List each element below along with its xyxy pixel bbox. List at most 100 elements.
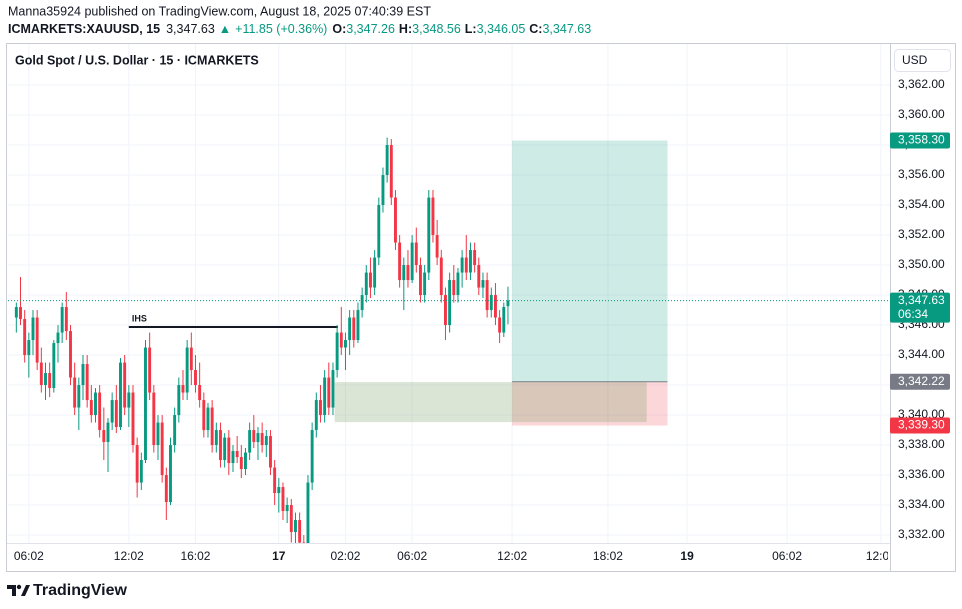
y-tick-label: 3,352.00 — [898, 227, 945, 241]
candle-body — [506, 300, 510, 307]
y-tick-label: 3,334.00 — [898, 497, 945, 511]
candle-body — [306, 482, 310, 543]
candle-body — [85, 364, 89, 401]
candle-body — [89, 400, 93, 416]
x-tick-label: 06:02 — [14, 549, 44, 563]
candle-body — [64, 307, 68, 332]
candle-body — [44, 373, 47, 386]
candle-body — [481, 280, 485, 288]
candle-body — [164, 475, 168, 503]
candle-body — [460, 257, 464, 273]
demand-zone — [334, 382, 647, 423]
candle-body — [148, 347, 152, 393]
price-tag — [890, 132, 950, 149]
price-tag-label: 3,358.30 — [898, 133, 945, 147]
candle-body — [14, 307, 18, 318]
candle-body — [60, 307, 64, 333]
candle-body — [27, 340, 31, 356]
currency-box[interactable] — [894, 49, 951, 72]
candle-body — [114, 400, 118, 428]
author-line: Manna35924 published on TradingView.com,… — [8, 4, 431, 18]
candle-body — [48, 373, 52, 389]
candle-body — [260, 433, 264, 446]
candle-body — [285, 505, 289, 512]
candle-body — [435, 235, 439, 258]
quote-value: 3,347.63 — [542, 22, 591, 36]
x-tick-label: 17 — [272, 549, 286, 563]
candle-body — [152, 392, 156, 446]
quote-key: C: — [529, 22, 542, 36]
x-tick-label: 06:02 — [772, 549, 802, 563]
candle-body — [302, 542, 306, 543]
candle-body — [123, 362, 127, 408]
candle-body — [335, 332, 339, 371]
candle-body — [181, 385, 185, 393]
price-tag — [890, 292, 950, 323]
candle-body — [98, 392, 102, 431]
candle-body — [394, 197, 397, 243]
candle-body — [477, 265, 481, 288]
candle-body — [339, 332, 343, 348]
candle-body — [77, 385, 81, 408]
candle-body — [410, 242, 414, 281]
candle-body — [414, 242, 418, 266]
quote-text: ICMARKETS:XAUUSD, 15 3,347.63 ▲ +11.85 (+0.… — [8, 22, 591, 36]
candle-body — [381, 175, 385, 206]
candle-body — [244, 452, 247, 470]
candle-body — [73, 377, 77, 408]
candle-body — [106, 422, 110, 443]
x-tick-label: 18:02 — [593, 549, 623, 563]
plot: IHS — [8, 137, 890, 543]
candle-body — [489, 295, 493, 311]
candle-body — [185, 347, 189, 393]
candle-body — [389, 145, 393, 198]
candle-body — [219, 430, 222, 461]
y-tick-label: 3,356.00 — [898, 167, 945, 181]
candle-body — [402, 265, 406, 281]
y-tick-label: 3,360.00 — [898, 107, 945, 121]
x-tick-label: 16:02 — [180, 549, 210, 563]
candle-body — [277, 487, 281, 494]
candle-body — [169, 445, 172, 503]
quote-key: H: — [399, 22, 412, 36]
candle-body — [356, 310, 360, 341]
candle-body — [19, 307, 22, 320]
candle-body — [23, 319, 27, 356]
candle-body — [281, 487, 285, 512]
quote-value: 3,346.05 — [477, 22, 526, 36]
x-tick-label: 12:02 — [497, 549, 527, 563]
candle-body — [177, 385, 181, 416]
candle-body — [331, 370, 335, 408]
candle-body — [485, 280, 489, 311]
candle-body — [323, 377, 327, 416]
change: +11.85 (+0.36%) — [235, 22, 327, 36]
price-tag-label: 3,342.22 — [898, 374, 945, 388]
quote-key: L: — [465, 22, 477, 36]
y-tick-label: 3,362.00 — [898, 77, 945, 91]
target-zone — [512, 140, 668, 382]
price-tag-label: 3,347.63 — [898, 293, 945, 307]
x-tick-label: 12:02 — [866, 549, 896, 563]
price-tag — [890, 417, 950, 434]
candle-body — [81, 364, 85, 386]
candle-body — [156, 422, 160, 446]
candle-body — [56, 332, 60, 344]
x-axis: 06:02 12:02 16:02 17 02:02 06:02 12:02 18:02 19 0… — [14, 549, 896, 563]
candle-body — [419, 265, 422, 296]
x-tick-label: 06:02 — [397, 549, 427, 563]
candle-body — [194, 370, 197, 386]
candle-body — [439, 257, 443, 296]
candle-body — [310, 430, 314, 483]
y-tick-label: 3,332.00 — [898, 527, 945, 541]
candle-body — [364, 272, 368, 296]
candle-body — [160, 422, 164, 476]
candle-body — [189, 347, 193, 371]
candle-body — [144, 347, 147, 461]
candle-body — [314, 400, 318, 431]
candle-body — [110, 400, 114, 423]
candle-body — [31, 317, 35, 341]
candle-body — [344, 340, 347, 348]
y-tick-label: 3,350.00 — [898, 257, 945, 271]
countdown: 06:34 — [898, 307, 928, 321]
